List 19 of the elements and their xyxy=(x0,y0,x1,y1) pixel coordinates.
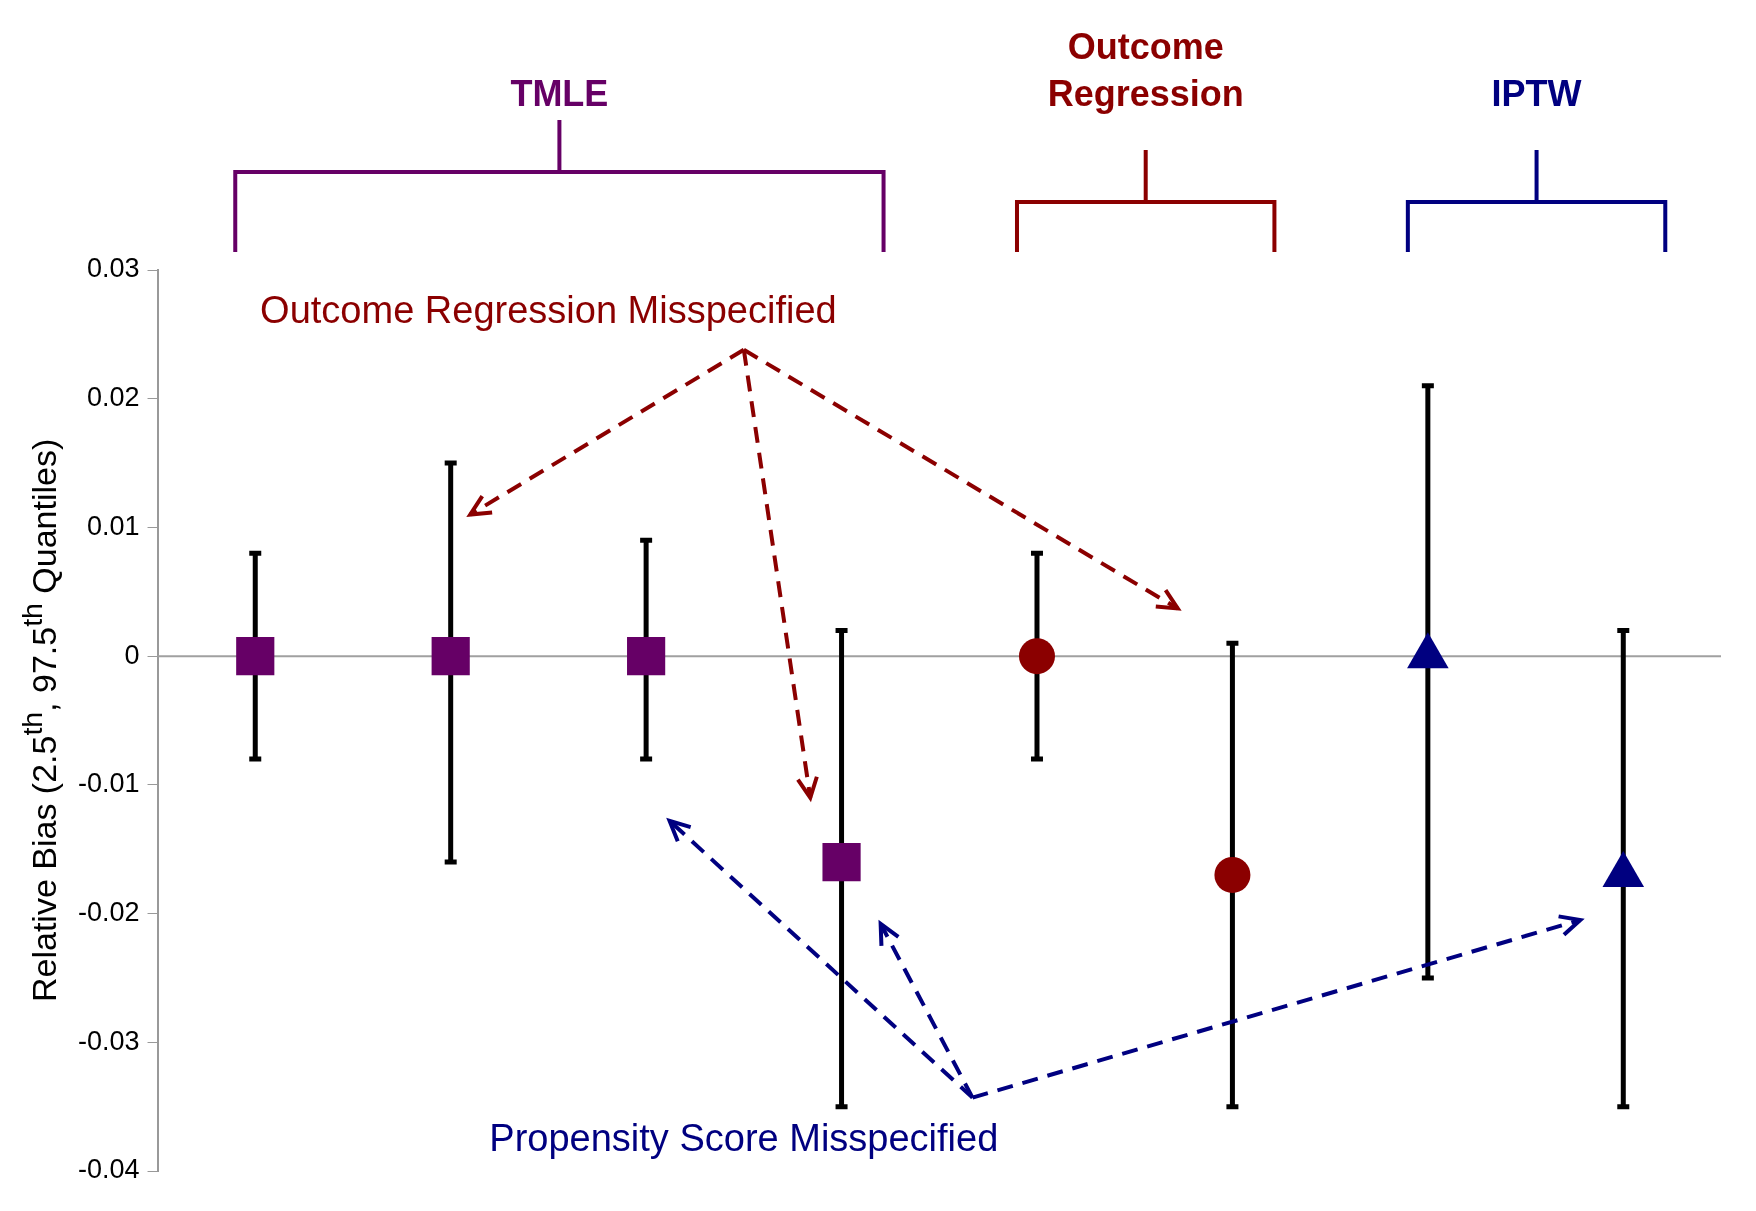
point xyxy=(1018,638,1055,675)
y-tick-label: -0.04 xyxy=(77,1154,140,1185)
annotation: Propensity Score Misspecified xyxy=(488,1116,1000,1160)
y-tick-label: 0.02 xyxy=(86,382,140,413)
point xyxy=(822,842,861,882)
y-tick-label: 0.03 xyxy=(86,253,140,284)
y-tick-label: -0.02 xyxy=(77,897,140,928)
text: Outcome Regression xyxy=(1046,25,1245,117)
y-tick-label: -0.03 xyxy=(77,1025,140,1056)
annotation: Outcome Regression Misspecified xyxy=(259,289,838,333)
y-tick-label: 0.01 xyxy=(86,510,140,541)
text: TMLE xyxy=(509,72,610,117)
point xyxy=(431,637,470,676)
y-tick-label: 0 xyxy=(124,639,140,670)
y-tick-label: -0.01 xyxy=(77,768,140,799)
point xyxy=(236,637,275,676)
text: IPTW xyxy=(1490,72,1583,117)
point xyxy=(627,637,666,676)
point xyxy=(1214,856,1251,893)
